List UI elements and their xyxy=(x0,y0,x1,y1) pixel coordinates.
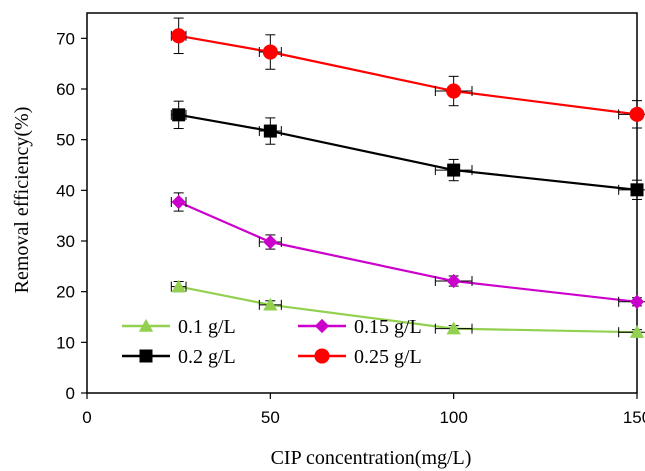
legend-label: 0.1 g/L xyxy=(178,316,236,338)
legend-marker xyxy=(139,349,153,363)
data-point xyxy=(629,294,645,309)
data-point xyxy=(262,44,278,60)
x-axis: 0 50 100 150 xyxy=(82,393,645,427)
legend-marker xyxy=(314,348,330,364)
legend-marker xyxy=(314,318,330,334)
plot-area xyxy=(86,12,638,394)
series-line xyxy=(178,285,638,334)
data-point xyxy=(171,28,187,44)
legend-label: 0.15 g/L xyxy=(354,316,422,338)
data-point xyxy=(172,108,186,122)
series-line xyxy=(178,113,638,191)
y-tick-label: 20 xyxy=(56,283,75,302)
y-tick-label: 50 xyxy=(56,131,75,150)
data-point xyxy=(263,234,278,250)
series-0 xyxy=(170,279,645,338)
legend-item: 0.1 g/L xyxy=(122,316,236,338)
legend-item: 0.15 g/L xyxy=(298,316,422,338)
data-point xyxy=(446,83,462,99)
series-layer xyxy=(170,17,645,338)
series-line xyxy=(178,200,638,303)
plot-frame xyxy=(86,12,638,394)
x-tick-label: 100 xyxy=(439,408,467,427)
data-point xyxy=(263,297,278,311)
data-point xyxy=(629,325,645,338)
data-point xyxy=(263,124,277,138)
legend-marker xyxy=(138,318,154,332)
y-axis: 0 10 20 30 40 50 60 70 xyxy=(56,29,87,403)
y-tick-label: 10 xyxy=(56,333,75,352)
y-tick-label: 70 xyxy=(56,29,75,48)
legend: 0.1 g/L 0.15 g/L 0.2 g/L 0.25 g/L xyxy=(122,316,422,368)
x-tick-label: 0 xyxy=(82,408,91,427)
data-point xyxy=(171,279,186,293)
legend-label: 0.2 g/L xyxy=(178,346,236,368)
y-tick-label: 30 xyxy=(56,232,75,251)
x-axis-title: CIP concentration(mg/L) xyxy=(271,447,472,469)
data-point xyxy=(630,183,644,197)
legend-label: 0.25 g/L xyxy=(354,346,422,368)
y-axis-title: Removal efficiency(%) xyxy=(11,107,33,294)
series-3 xyxy=(170,17,645,129)
legend-item: 0.25 g/L xyxy=(298,346,422,368)
x-tick-label: 50 xyxy=(261,408,280,427)
x-tick-label: 150 xyxy=(623,408,645,427)
legend-item: 0.2 g/L xyxy=(122,346,236,368)
series-2 xyxy=(170,100,645,200)
data-point xyxy=(447,163,461,177)
y-tick-label: 0 xyxy=(66,384,75,403)
data-point xyxy=(446,321,461,335)
data-point xyxy=(171,194,186,210)
y-tick-label: 40 xyxy=(56,181,75,200)
series-1 xyxy=(170,192,645,309)
data-point xyxy=(629,106,645,122)
y-tick-label: 60 xyxy=(56,80,75,99)
series-line xyxy=(178,34,638,116)
data-point xyxy=(446,273,461,289)
